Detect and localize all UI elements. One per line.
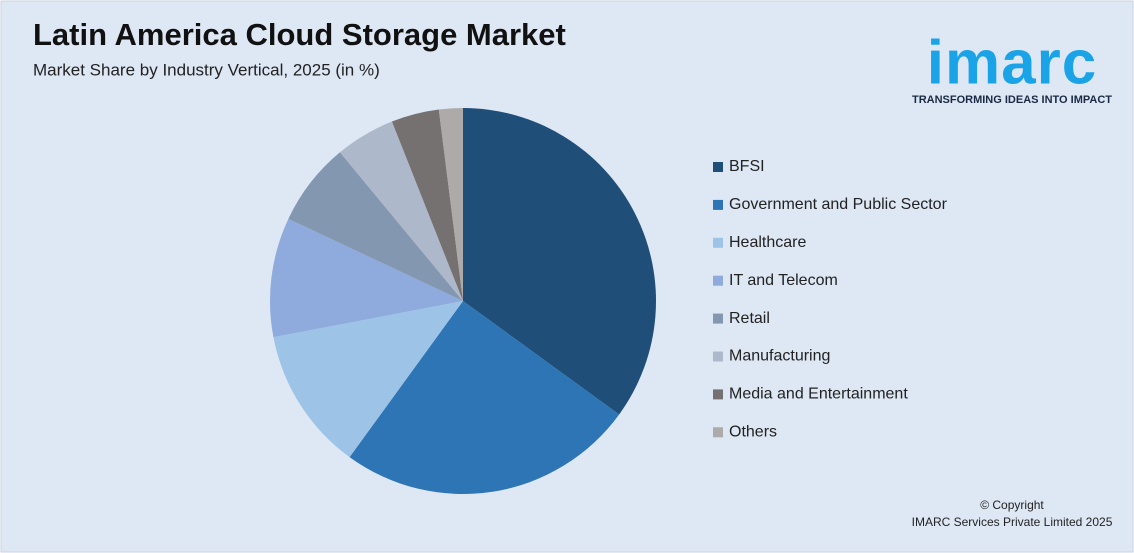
legend-label: IT and Telecom (729, 272, 838, 289)
pie-slice (270, 218, 463, 338)
legend-swatch (713, 389, 723, 400)
legend-swatch (713, 237, 723, 248)
legend-swatch (713, 427, 723, 438)
copyright: © Copyright (980, 498, 1044, 512)
legend-swatch (713, 199, 723, 210)
pie-slice (273, 301, 463, 458)
pie-slice (438, 108, 463, 301)
pie-slice (463, 108, 656, 415)
legend-swatch (713, 351, 723, 362)
chart-title: Latin America Cloud Storage Market (33, 17, 566, 52)
pie-slice (349, 301, 620, 494)
legend-label: Healthcare (729, 234, 806, 251)
legend-swatch (713, 313, 723, 324)
pie-slice (391, 109, 463, 301)
legend-swatch (713, 275, 723, 286)
pie-slice (339, 121, 463, 302)
legend-swatch (713, 162, 723, 172)
legend-label: Retail (729, 310, 770, 327)
legend-label: Government and Public Sector (729, 196, 948, 213)
legend-label: Manufacturing (729, 348, 830, 365)
logo-tagline: TRANSFORMING IDEAS INTO IMPACT (912, 94, 1112, 106)
logo: imarc (927, 28, 1097, 97)
chart-subtitle: Market Share by Industry Vertical, 2025 … (33, 60, 380, 79)
legend-label: BFSI (729, 158, 765, 175)
legend-label: Others (729, 424, 777, 441)
legend-label: Media and Entertainment (729, 386, 908, 403)
company: IMARC Services Private Limited 2025 (912, 515, 1113, 529)
pie-slice (288, 152, 463, 301)
